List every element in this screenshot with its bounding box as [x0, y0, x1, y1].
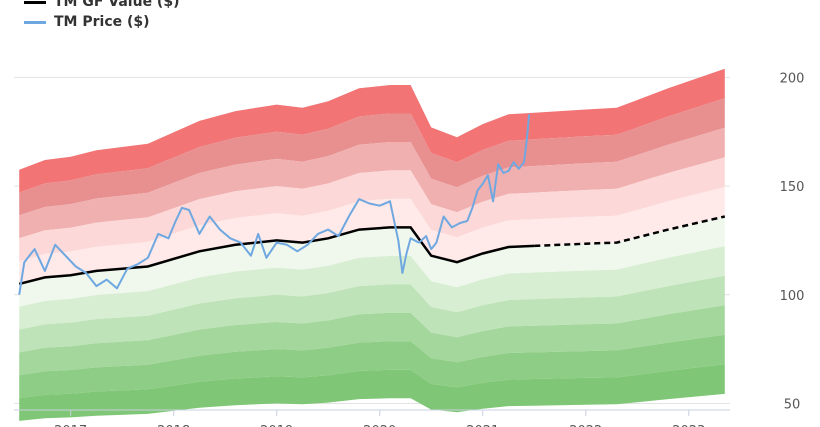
valuation-band-7: [19, 275, 725, 353]
valuation-band-4: [19, 187, 725, 284]
valuation-band-9: [19, 334, 725, 398]
valuation-band-0: [19, 68, 725, 193]
y-tick-label-200: 200: [780, 71, 805, 86]
x-tick-label-2021: 2021: [466, 424, 499, 427]
axes: 2017 2018 2019 2020 2021 2022 2023 50 100 150 200: [14, 71, 804, 427]
gf-value-estimate-line: [534, 215, 726, 248]
price-line: [18, 114, 531, 295]
valuation-band-10: [19, 364, 725, 421]
x-tick-label-2020: 2020: [363, 424, 396, 427]
legend-item-price[interactable]: TM Price ($): [24, 12, 179, 32]
legend-label-price: TM Price ($): [54, 14, 150, 30]
gf-value-line: [18, 226, 535, 286]
valuation-band-1: [19, 98, 725, 216]
x-tick-label-2019: 2019: [260, 424, 293, 427]
x-tick-label-2023: 2023: [672, 424, 705, 427]
x-tick-label-2018: 2018: [157, 424, 190, 427]
y-tick-label-100: 100: [780, 289, 805, 304]
valuation-band-5: [19, 216, 725, 307]
valuation-band-2: [19, 127, 725, 239]
x-tick-label-2022: 2022: [569, 424, 602, 427]
legend-label-gf-value: TM GF Value ($): [54, 0, 180, 10]
y-tick-label-150: 150: [780, 180, 805, 195]
y-tick-label-50: 50: [784, 397, 801, 412]
valuation-band-6: [19, 246, 725, 330]
x-tick-label-2017: 2017: [54, 424, 87, 427]
legend-swatch-gf-value: [24, 0, 46, 4]
legend-item-gf-value[interactable]: TM GF Value ($): [24, 0, 179, 12]
valuation-band-3: [19, 157, 725, 262]
gf-value-series: [18, 215, 726, 286]
legend-swatch-price: [24, 20, 46, 24]
valuation-band-8: [19, 305, 725, 376]
price-series: [18, 114, 531, 295]
chart-legend: TM GF Value ($) TM Price ($): [24, 0, 179, 32]
valuation-bands: [19, 68, 725, 421]
